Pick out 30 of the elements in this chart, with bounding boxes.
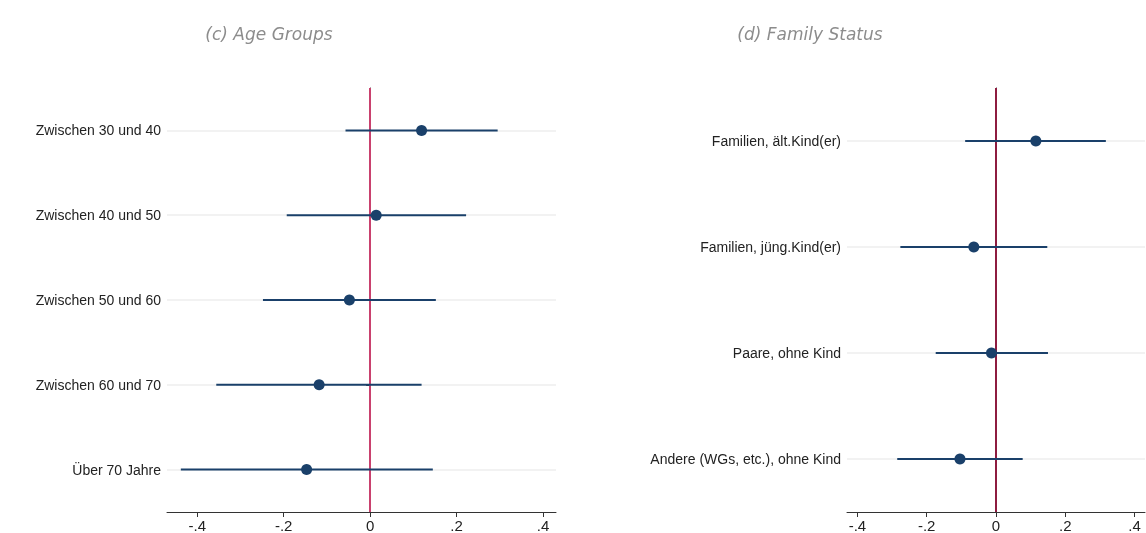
y-tick-label: Familien, jüng.Kind(er) <box>700 239 841 255</box>
x-tick-label: .4 <box>1128 517 1141 533</box>
point <box>301 464 313 476</box>
x-tick-label: -.4 <box>188 517 207 533</box>
y-tick-label: Zwischen 50 und 60 <box>35 292 162 308</box>
y-tick-label: Zwischen 60 und 70 <box>35 376 162 393</box>
point <box>416 124 428 136</box>
chart-title: (c) Age Groups <box>205 23 333 44</box>
x-tick-label: .4 <box>536 517 550 533</box>
x-tick-label: 0 <box>365 517 375 533</box>
chart-title: (d) Family Status <box>737 23 883 44</box>
y-tick-label: Familien, ält.Kind(er) <box>711 133 841 149</box>
x-tick-label: .2 <box>1059 517 1072 533</box>
x-tick-label: -.2 <box>274 517 293 533</box>
point <box>370 209 382 221</box>
y-tick-label: Andere (WGs, etc.), ohne Kind <box>650 451 841 467</box>
x-tick-label: .2 <box>450 517 463 533</box>
point <box>313 379 325 391</box>
x-tick-label: -.4 <box>848 517 867 533</box>
x-tick-label: -.2 <box>917 517 936 533</box>
point <box>986 347 997 359</box>
point <box>343 294 355 306</box>
point <box>954 453 966 465</box>
x-tick-label: 0 <box>991 517 1001 533</box>
y-tick-label: Über 70 Jahre <box>72 460 162 478</box>
point <box>968 241 980 253</box>
y-tick-label: Paare, ohne Kind <box>732 345 841 361</box>
point <box>1030 135 1042 147</box>
y-tick-label: Zwischen 30 und 40 <box>35 122 162 139</box>
y-tick-label: Zwischen 40 und 50 <box>35 207 162 224</box>
